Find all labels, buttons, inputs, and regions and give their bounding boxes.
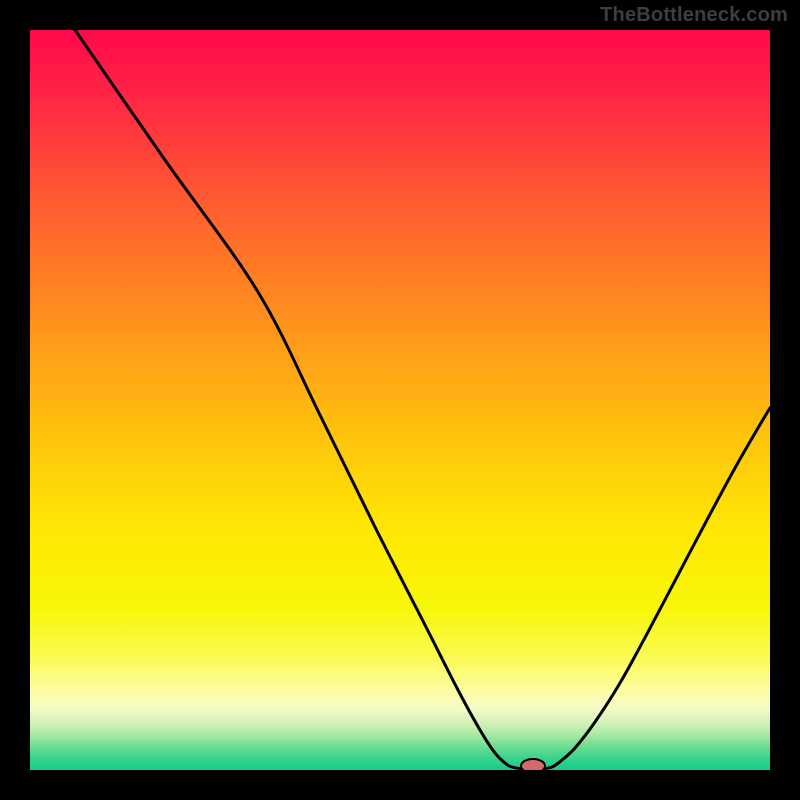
plot-area [30,30,770,770]
chart-frame: TheBottleneck.com [0,0,800,800]
optimal-marker [521,759,545,770]
gradient-line-chart [30,30,770,770]
gradient-background [30,30,770,770]
attribution-text: TheBottleneck.com [600,4,788,27]
